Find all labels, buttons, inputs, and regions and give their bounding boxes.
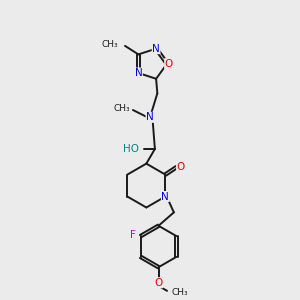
Text: O: O xyxy=(177,162,185,172)
Text: F: F xyxy=(130,230,136,240)
Text: CH₃: CH₃ xyxy=(102,40,118,49)
Text: N: N xyxy=(134,68,142,78)
Text: N: N xyxy=(161,191,169,202)
Text: HO: HO xyxy=(123,144,139,154)
Text: O: O xyxy=(165,59,173,69)
Text: N: N xyxy=(146,112,154,122)
Text: CH₃: CH₃ xyxy=(113,104,130,113)
Text: CH₃: CH₃ xyxy=(172,288,189,297)
Text: O: O xyxy=(154,278,163,288)
Text: N: N xyxy=(152,44,160,54)
